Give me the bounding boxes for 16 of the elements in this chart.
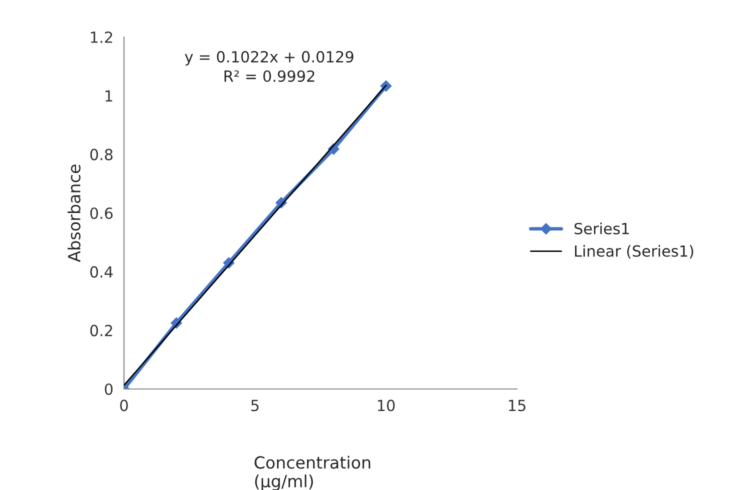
annotation: y = 0.1022x + 0.0129: [184, 50, 354, 66]
y-tick-label: 0.2: [90, 324, 112, 336]
y-tick-label: 0.4: [90, 266, 113, 278]
x-tick-label: 15: [508, 400, 526, 412]
x-tick-label: 10: [378, 400, 395, 412]
x-tick-label: 0: [120, 400, 128, 412]
x-tick-label: 5: [251, 400, 259, 412]
y-axis-title: Absorbance: [68, 164, 80, 262]
annotation: R² = 0.9992: [224, 70, 314, 82]
legend-label: Series1: [574, 222, 629, 234]
y-tick-label: 0: [104, 383, 113, 396]
y-tick-label: 0.6: [90, 207, 113, 220]
y-tick-label: 0.8: [90, 148, 113, 160]
y-tick-label: 1: [106, 90, 112, 102]
y-tick-label: 1.2: [90, 31, 112, 43]
legend-label: Linear (Series1): [575, 244, 694, 259]
